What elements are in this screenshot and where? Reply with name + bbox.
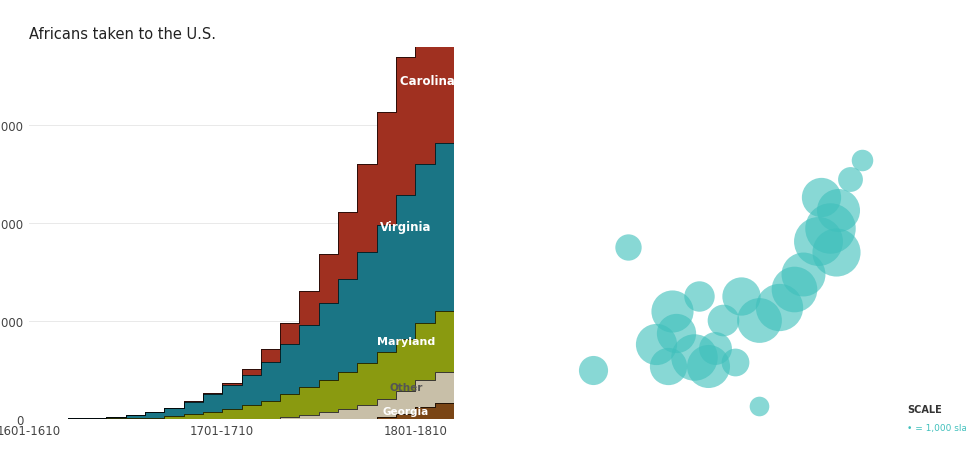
Point [668,329,684,337]
Point [831,207,846,214]
Point [585,366,601,374]
Point [751,403,766,410]
Text: SCALE: SCALE [907,404,942,414]
Text: Maryland: Maryland [377,337,435,347]
Point [842,176,858,183]
Text: • = 1,000 slaves: • = 1,000 slaves [907,423,966,432]
Point [621,243,637,251]
Point [786,286,802,293]
Text: South Carolina: South Carolina [356,75,455,88]
Text: Georgia: Georgia [383,406,429,416]
Point [692,293,707,300]
Point [771,304,786,311]
Text: Virginia: Virginia [380,221,432,234]
Point [795,271,810,278]
Point [810,238,826,246]
Point [828,249,843,257]
Point [707,344,723,352]
Point [686,353,701,361]
Point [716,317,731,324]
Point [854,157,869,165]
Point [700,362,716,370]
Point [648,340,664,348]
Text: Other: Other [389,383,422,393]
Point [660,362,675,370]
Point [822,225,838,233]
Point [813,194,829,201]
Point [733,293,749,300]
Point [751,317,766,324]
Point [665,307,680,315]
Point [727,359,743,367]
Text: Africans taken to the U.S.: Africans taken to the U.S. [29,27,216,42]
